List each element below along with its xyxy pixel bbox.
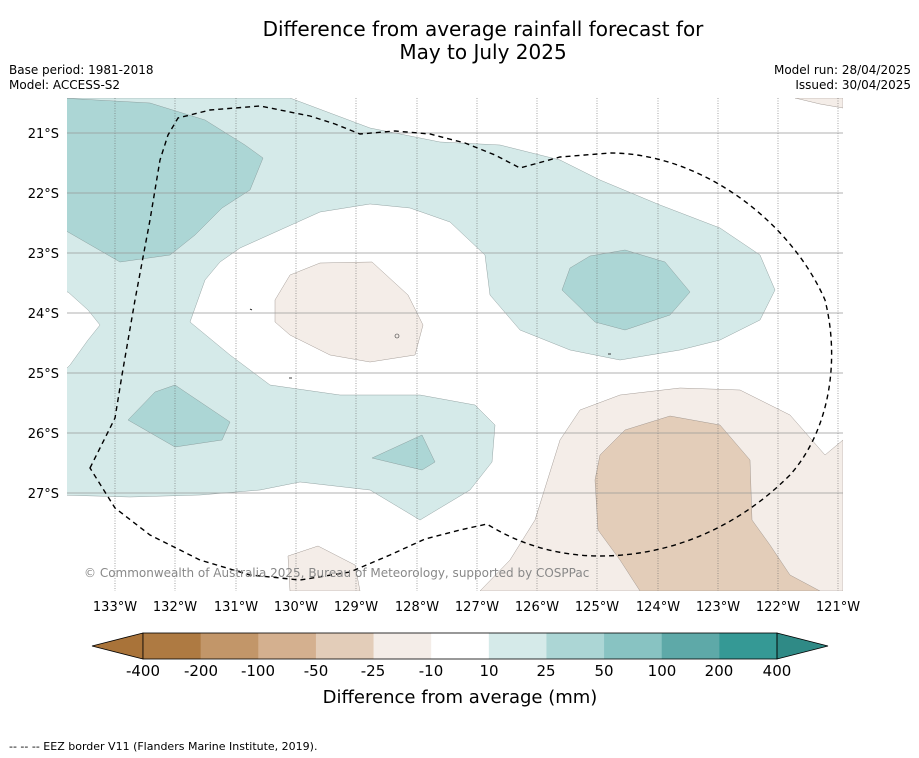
title-line-2: May to July 2025: [399, 40, 567, 64]
colorbar-cell: [661, 633, 720, 659]
base-period: Base period: 1981-2018: [9, 63, 154, 77]
latitude-labels: 21°S 22°S 23°S 24°S 25°S 26°S 27°S: [28, 127, 59, 502]
model-name: Model: ACCESS-S2: [9, 78, 121, 92]
rainfall-map: © Commonwealth of Australia 2025, Bureau…: [67, 98, 843, 591]
lat-label: 23°S: [28, 247, 59, 262]
lon-label: 124°W: [636, 600, 680, 615]
contour-25-50-east: [561, 249, 691, 331]
lon-label: 121°W: [816, 600, 860, 615]
colorbar-cell: [546, 633, 605, 659]
contour-minus10-25-bottom: [287, 545, 361, 591]
colorbar-cell: [719, 633, 778, 659]
eez-legend-note: -- -- -- EEZ border V11 (Flanders Marine…: [9, 740, 318, 753]
colorbar-tick: -25: [361, 662, 386, 680]
colorbar-cell: [431, 633, 490, 659]
colorbar-tick: 200: [705, 662, 734, 680]
colorbar-cell: [604, 633, 663, 659]
meta-right: Model run: 28/04/2025 Issued: 30/04/2025: [774, 63, 911, 93]
contour-25-50-southwest: [127, 384, 231, 448]
colorbar-extend-low: [91, 632, 144, 660]
lon-label: 122°W: [756, 600, 800, 615]
lat-label: 21°S: [28, 127, 59, 142]
lon-label: 126°W: [515, 600, 559, 615]
contour-25-50-south: [371, 434, 436, 471]
lon-label: 131°W: [214, 600, 258, 615]
colorbar-tick: 100: [648, 662, 677, 680]
lon-label: 127°W: [455, 600, 499, 615]
colorbar-tick: 400: [763, 662, 792, 680]
lat-label: 26°S: [28, 427, 59, 442]
lon-label: 128°W: [395, 600, 439, 615]
contour-25-50-northwest: [67, 98, 264, 263]
contour-minus10-25-center: [274, 261, 424, 363]
colorbar-label: Difference from average (mm): [323, 687, 598, 708]
meta-left: Base period: 1981-2018 Model: ACCESS-S2: [9, 63, 154, 93]
colorbar-tick: 10: [479, 662, 498, 680]
issued-date: Issued: 30/04/2025: [795, 78, 911, 92]
colorbar-cell: [258, 633, 317, 659]
contour-10-25-main: [67, 98, 776, 521]
lon-label: 129°W: [334, 600, 378, 615]
colorbar-cell: [143, 633, 202, 659]
map-small-ring: [394, 333, 400, 339]
contour-minus10-25-northeast: [794, 98, 843, 109]
map-title: Difference from average rainfall forecas…: [0, 18, 919, 64]
colorbar-tick: -400: [126, 662, 160, 680]
colorbar-cells: [91, 632, 829, 660]
colorbar: -400 -200 -100 -50 -25 -10 10 25 50 100 …: [91, 632, 829, 708]
colorbar-tick: 50: [594, 662, 613, 680]
colorbar-outline: [142, 632, 778, 660]
colorbar-tick: 25: [536, 662, 555, 680]
colorbar-tick: -50: [304, 662, 329, 680]
colorbar-tick: -10: [419, 662, 444, 680]
colorbar-cell: [373, 633, 432, 659]
colorbar-extend-high: [776, 632, 829, 660]
title-line-1: Difference from average rainfall forecas…: [262, 17, 704, 41]
lat-label: 22°S: [28, 187, 59, 202]
lon-label: 130°W: [274, 600, 318, 615]
colorbar-tick: -100: [241, 662, 275, 680]
longitude-labels: 133°W 132°W 131°W 130°W 129°W 128°W 127°…: [93, 600, 860, 615]
lon-label: 123°W: [696, 600, 740, 615]
colorbar-cell: [200, 633, 259, 659]
colorbar-cell: [488, 633, 547, 659]
eez-border: [89, 105, 833, 581]
colorbar-cell: [315, 633, 375, 659]
contour-minus25-50-southeast: [594, 415, 821, 591]
lon-label: 133°W: [93, 600, 137, 615]
colorbar-tick: -200: [184, 662, 218, 680]
lat-label: 25°S: [28, 367, 59, 382]
map-copyright: © Commonwealth of Australia 2025, Bureau…: [84, 566, 589, 580]
lat-label: 24°S: [28, 307, 59, 322]
lon-label: 132°W: [153, 600, 197, 615]
model-run: Model run: 28/04/2025: [773, 63, 911, 77]
lon-label: 125°W: [575, 600, 619, 615]
map-speck-marks: [249, 308, 611, 379]
lat-label: 27°S: [28, 487, 59, 502]
colorbar-tick-labels: -400 -200 -100 -50 -25 -10 10 25 50 100 …: [126, 662, 791, 680]
latitude-lines: [67, 132, 843, 494]
